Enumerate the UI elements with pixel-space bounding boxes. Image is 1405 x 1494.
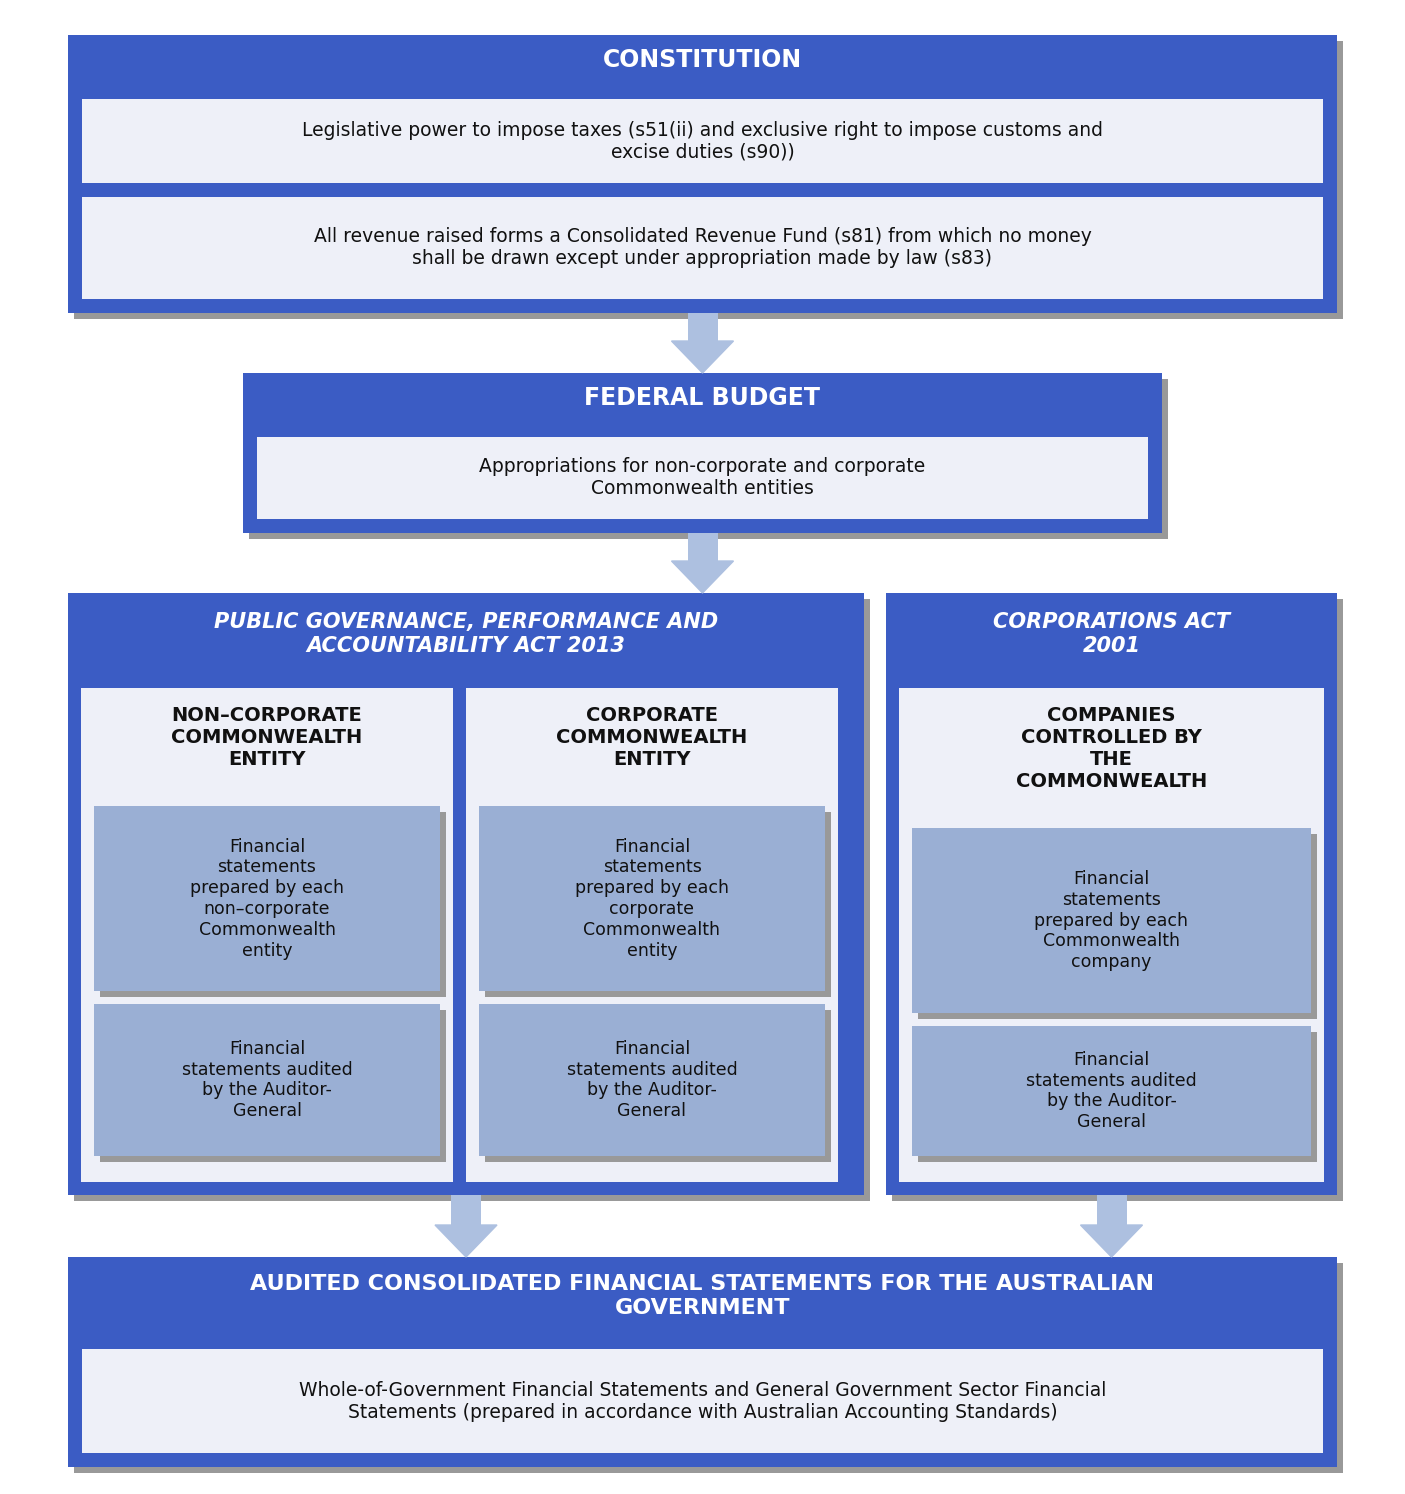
Bar	[687, 533, 718, 562]
Bar	[887, 593, 1338, 675]
Text: Appropriations for non-corporate and corporate
Commonwealth entities: Appropriations for non-corporate and cor…	[479, 457, 926, 499]
Polygon shape	[436, 1225, 497, 1256]
Bar	[479, 1004, 825, 1156]
Bar	[485, 813, 830, 996]
Bar	[100, 813, 445, 996]
Bar	[100, 1010, 445, 1162]
Bar	[81, 197, 1324, 299]
Text: CORPORATIONS ACT
2001: CORPORATIONS ACT 2001	[993, 613, 1229, 656]
Bar	[81, 689, 452, 1182]
Text: FEDERAL BUDGET: FEDERAL BUDGET	[584, 385, 821, 409]
Bar	[94, 1004, 440, 1156]
Text: NON–CORPORATE
COMMONWEALTH
ENTITY: NON–CORPORATE COMMONWEALTH ENTITY	[171, 707, 362, 769]
Text: Financial
statements
prepared by each
corporate
Commonwealth
entity: Financial statements prepared by each co…	[575, 838, 729, 959]
Bar	[67, 34, 1338, 85]
Bar	[466, 689, 837, 1182]
Bar	[257, 438, 1148, 518]
Polygon shape	[1080, 1225, 1142, 1256]
Text: Financial
statements audited
by the Auditor-
General: Financial statements audited by the Audi…	[181, 1040, 353, 1120]
Bar	[485, 1010, 830, 1162]
Text: Financial
statements
prepared by each
non–corporate
Commonwealth
entity: Financial statements prepared by each no…	[190, 838, 344, 959]
Text: CONSTITUTION: CONSTITUTION	[603, 48, 802, 72]
Bar	[912, 1026, 1311, 1156]
Bar	[892, 599, 1343, 1201]
Bar	[479, 805, 825, 991]
Bar	[912, 828, 1311, 1013]
Bar	[917, 834, 1316, 1019]
Text: COMPANIES
CONTROLLED BY
THE
COMMONWEALTH: COMPANIES CONTROLLED BY THE COMMONWEALTH	[1016, 707, 1207, 790]
Text: Financial
statements
prepared by each
Commonwealth
company: Financial statements prepared by each Co…	[1034, 870, 1189, 971]
Polygon shape	[672, 341, 733, 374]
Text: Whole-of-Government Financial Statements and General Government Sector Financial: Whole-of-Government Financial Statements…	[299, 1380, 1106, 1421]
Text: Financial
statements audited
by the Auditor-
General: Financial statements audited by the Audi…	[1026, 1050, 1197, 1131]
Bar	[1096, 1195, 1127, 1225]
Bar	[81, 99, 1324, 182]
Bar	[67, 593, 864, 1195]
Bar	[451, 1195, 481, 1225]
Text: Financial
statements audited
by the Auditor-
General: Financial statements audited by the Audi…	[566, 1040, 738, 1120]
Bar	[94, 805, 440, 991]
Text: PUBLIC GOVERNANCE, PERFORMANCE AND
ACCOUNTABILITY ACT 2013: PUBLIC GOVERNANCE, PERFORMANCE AND ACCOU…	[214, 613, 718, 656]
Bar	[67, 34, 1338, 314]
Bar	[67, 593, 864, 675]
Bar	[74, 40, 1343, 320]
Bar	[67, 1256, 1338, 1467]
Bar	[81, 1349, 1324, 1454]
Text: All revenue raised forms a Consolidated Revenue Fund (s81) from which no money
s: All revenue raised forms a Consolidated …	[313, 227, 1092, 269]
Text: CORPORATE
COMMONWEALTH
ENTITY: CORPORATE COMMONWEALTH ENTITY	[556, 707, 747, 769]
Bar	[74, 599, 870, 1201]
Bar	[917, 1032, 1316, 1162]
Bar	[243, 374, 1162, 423]
Bar	[899, 689, 1324, 1182]
Bar	[74, 1262, 1343, 1473]
Bar	[687, 314, 718, 341]
Bar	[67, 1256, 1338, 1336]
Bar	[243, 374, 1162, 533]
Bar	[249, 379, 1168, 539]
Bar	[887, 593, 1338, 1195]
Polygon shape	[672, 562, 733, 593]
Text: Legislative power to impose taxes (s51(ii) and exclusive right to impose customs: Legislative power to impose taxes (s51(i…	[302, 121, 1103, 161]
Text: AUDITED CONSOLIDATED FINANCIAL STATEMENTS FOR THE AUSTRALIAN
GOVERNMENT: AUDITED CONSOLIDATED FINANCIAL STATEMENT…	[250, 1274, 1155, 1318]
